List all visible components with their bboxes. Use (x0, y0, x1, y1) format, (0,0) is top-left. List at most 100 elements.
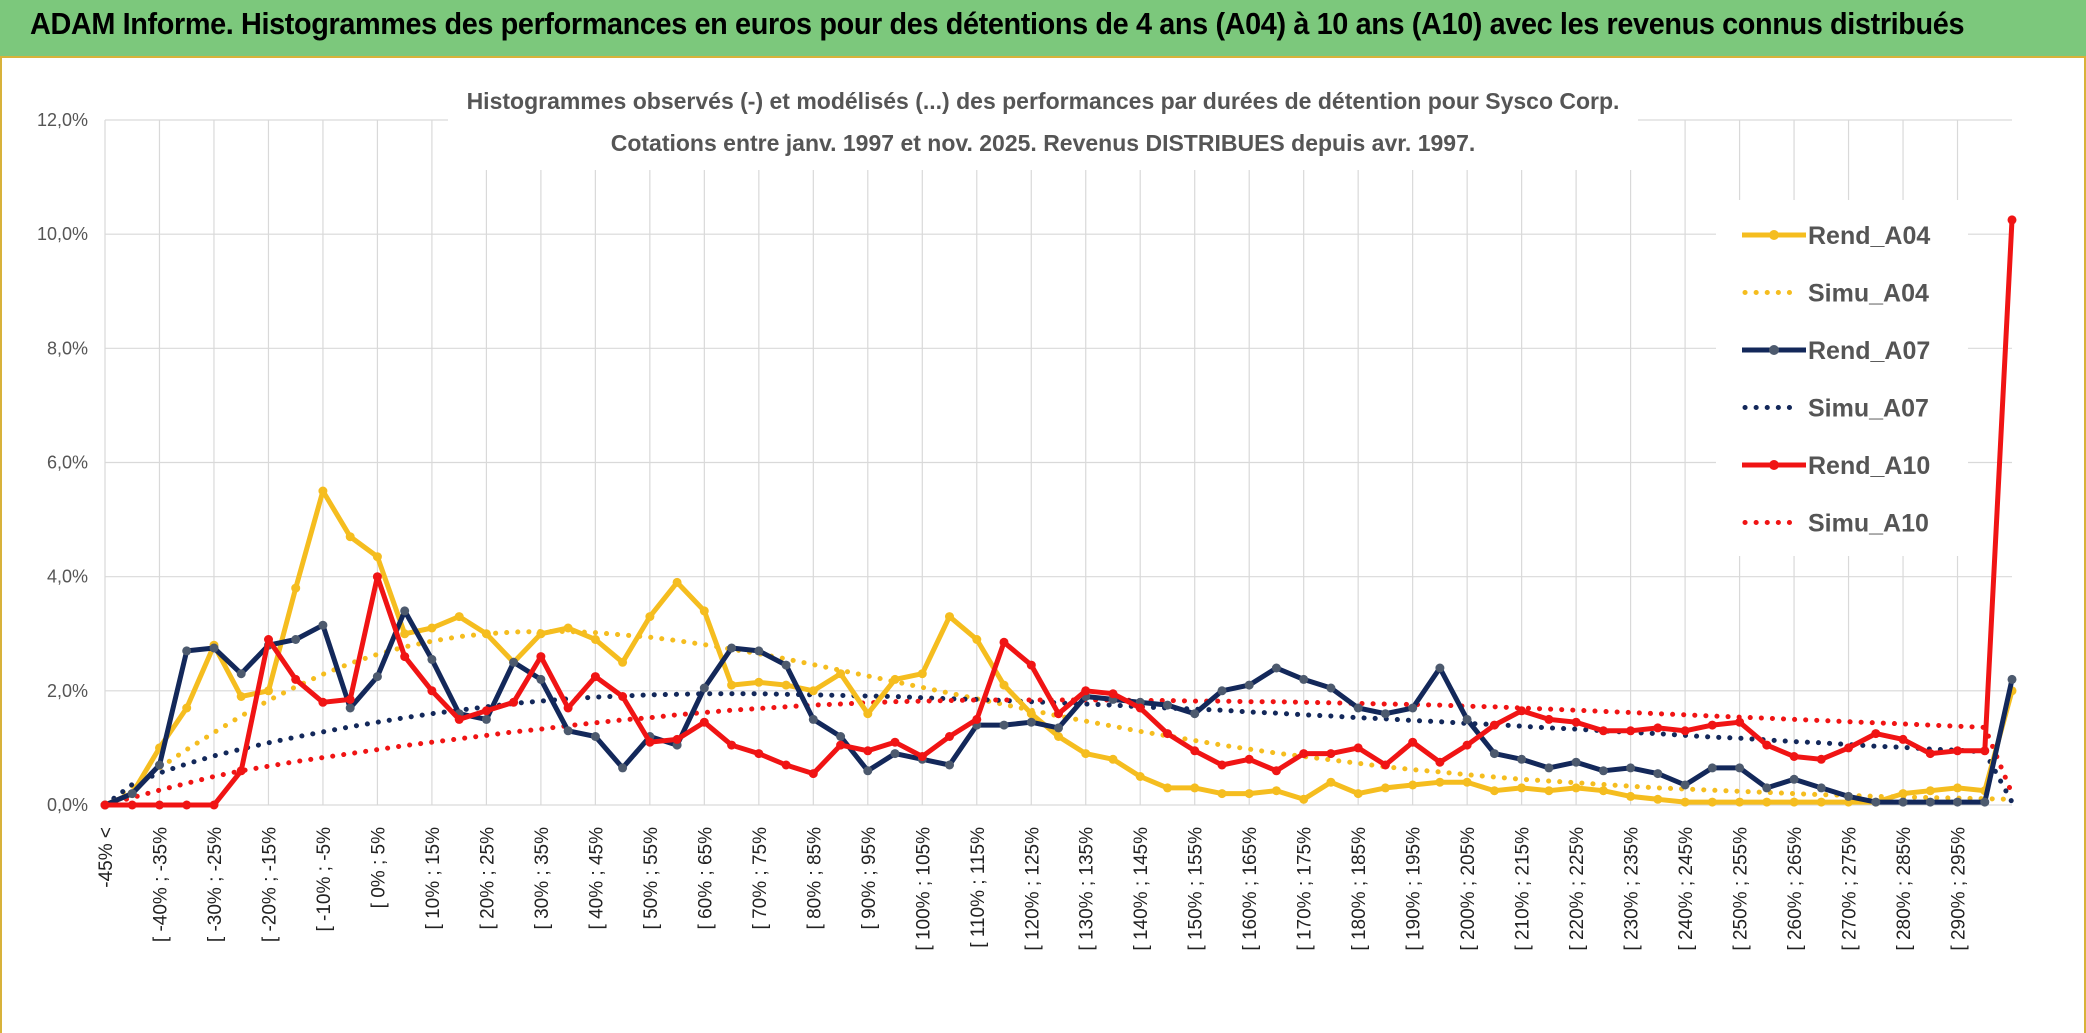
x-tick-label: [ 80% ; 85% (804, 827, 825, 930)
data-point (1299, 749, 1309, 759)
data-point (890, 737, 900, 747)
data-point (1789, 752, 1799, 761)
data-point (236, 766, 246, 776)
data-point (672, 734, 682, 744)
data-point (1626, 726, 1636, 736)
data-point (1026, 717, 1036, 727)
data-point (454, 612, 464, 622)
x-axis-ticks: -45% < [ -40% ; -35% [ -30% ; -25% [ -20% ;… (96, 827, 1970, 951)
data-point (372, 552, 382, 562)
data-point (291, 583, 301, 593)
data-point (1353, 789, 1363, 799)
data-point (563, 703, 573, 713)
data-point (400, 606, 410, 616)
data-point (1626, 791, 1636, 801)
series-rend-a04 (100, 486, 2017, 810)
data-point (1789, 774, 1799, 784)
data-point (1081, 686, 1091, 696)
x-tick-label: [ 200% ; 205% (1458, 827, 1479, 951)
title-background (448, 80, 1638, 170)
data-point (1108, 689, 1118, 699)
legend-label: Simu_A07 (1808, 395, 1929, 423)
legend-item-simu-a04: Simu_A04 (1742, 280, 1929, 308)
data-point (1707, 763, 1717, 773)
data-point (1462, 777, 1472, 787)
data-point (1489, 749, 1499, 759)
x-tick-label: [ -10% ; -5% (314, 827, 335, 932)
legend-background (1716, 200, 1968, 556)
data-point (127, 800, 137, 810)
legend-item-rend-a04: Rend_A04 (1742, 222, 1930, 250)
data-point (481, 714, 491, 724)
data-point (727, 643, 737, 653)
data-point (999, 720, 1009, 730)
data-point (1054, 723, 1063, 733)
data-point (1598, 786, 1608, 796)
data-point (1217, 760, 1227, 770)
data-point (781, 660, 791, 670)
data-point (264, 686, 273, 696)
data-point (1435, 663, 1445, 673)
y-axis-ticks: 0,0% 2,0% 4,0% 6,0% 8,0% 10,0% 12,0% (37, 110, 88, 815)
data-point (863, 709, 873, 719)
data-point (481, 629, 491, 639)
data-point (972, 635, 982, 644)
data-point (400, 629, 410, 639)
data-point (945, 760, 954, 770)
data-point (999, 680, 1009, 690)
data-point (236, 669, 246, 679)
data-point (1135, 703, 1145, 713)
data-point (372, 672, 382, 682)
data-point (1190, 709, 1200, 719)
x-tick-label: [ 40% ; 45% (586, 827, 607, 930)
data-point (1299, 794, 1309, 804)
data-point (1707, 797, 1717, 807)
data-point (182, 646, 192, 656)
legend-marker (1769, 230, 1779, 240)
x-tick-label: [ -20% ; -15% (259, 827, 280, 942)
data-point (1762, 740, 1772, 750)
data-point (1816, 783, 1826, 793)
data-point (754, 749, 764, 759)
data-point (645, 737, 655, 747)
data-point (1026, 660, 1036, 670)
data-point (1135, 772, 1145, 781)
data-point (699, 606, 709, 616)
x-tick-label: [ 0% ; 5% (368, 827, 389, 908)
y-tick-label: 2,0% (47, 681, 88, 701)
data-point (563, 726, 573, 736)
data-point (100, 800, 110, 810)
data-point (182, 800, 192, 810)
data-point (264, 635, 273, 644)
series-rend-a07 (100, 606, 2017, 810)
data-point (2007, 215, 2017, 225)
data-point (1544, 714, 1554, 724)
data-point (1925, 786, 1935, 796)
data-point (345, 703, 355, 713)
data-point (427, 623, 437, 633)
x-tick-label: [ 70% ; 75% (750, 827, 771, 930)
x-tick-label: [ 170% ; 175% (1295, 827, 1316, 951)
series-line (102, 691, 2015, 808)
data-point (863, 766, 873, 776)
data-point (1054, 709, 1063, 719)
x-tick-label: [ 160% ; 165% (1240, 827, 1261, 951)
data-point (1271, 766, 1281, 776)
data-point (1462, 740, 1472, 750)
legend-label: Simu_A10 (1808, 510, 1929, 538)
x-tick-label: [ 280% ; 285% (1894, 827, 1915, 951)
data-point (863, 746, 873, 756)
data-point (945, 732, 954, 741)
data-point (1844, 743, 1853, 753)
data-point (754, 677, 764, 687)
legend: Rend_A04 Simu_A04 Rend_A07 Simu_A07 Rend_A10… (1716, 200, 1968, 556)
data-point (618, 763, 628, 773)
y-tick-label: 0,0% (47, 795, 88, 815)
data-point (1898, 789, 1908, 799)
data-point (1735, 797, 1745, 807)
data-point (155, 800, 164, 810)
data-point (1026, 709, 1036, 719)
legend-label: Simu_A04 (1808, 280, 1929, 308)
data-point (1435, 777, 1445, 787)
